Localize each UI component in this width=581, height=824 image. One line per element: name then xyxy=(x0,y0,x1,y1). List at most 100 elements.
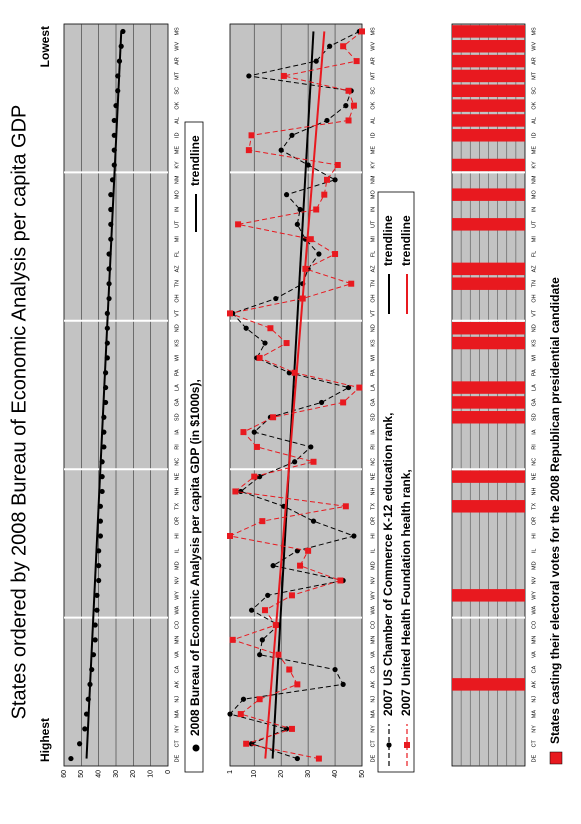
data-point xyxy=(313,206,320,213)
data-point xyxy=(340,43,347,50)
x-tick-label: AZ xyxy=(174,265,180,273)
data-point xyxy=(246,73,252,79)
x-tick-label: AK xyxy=(531,680,537,688)
data-point xyxy=(106,266,112,272)
data-point xyxy=(243,325,249,331)
data-point xyxy=(351,533,357,539)
data-point xyxy=(227,310,233,317)
data-point xyxy=(259,637,265,643)
bar xyxy=(452,336,525,350)
x-tick-label: VT xyxy=(370,309,376,317)
data-point xyxy=(259,518,266,525)
data-point xyxy=(89,666,95,673)
series-line xyxy=(228,31,363,760)
x-tick-label: FL xyxy=(174,251,180,257)
x-tick-label: KS xyxy=(174,339,180,347)
x-tick-label: RI xyxy=(370,444,376,450)
data-point xyxy=(111,132,117,138)
x-tick-label: AR xyxy=(370,57,376,65)
data-point xyxy=(106,251,112,257)
data-point xyxy=(318,399,325,406)
x-tick-label: UT xyxy=(174,220,180,228)
data-point xyxy=(99,488,105,495)
x-tick-label: MT xyxy=(174,71,180,80)
data-point xyxy=(227,711,233,717)
x-tick-label: MA xyxy=(174,710,180,719)
data-point xyxy=(235,221,242,228)
x-tick-label: LA xyxy=(174,384,180,391)
legend-label: 2007 US Chamber of Commerce K-12 educati… xyxy=(381,413,395,716)
data-point xyxy=(270,414,277,421)
x-tick-label: RI xyxy=(174,444,180,450)
x-tick-label: HI xyxy=(174,533,180,539)
y-tick-label: 1 xyxy=(227,770,234,774)
data-point xyxy=(275,651,282,658)
x-tick-label: ND xyxy=(370,324,376,332)
x-tick-label: NJ xyxy=(370,696,376,703)
data-point xyxy=(103,399,109,406)
data-point xyxy=(85,696,91,702)
x-tick-label: NY xyxy=(370,725,376,733)
x-tick-label: HI xyxy=(370,533,376,539)
y-tick-label: 0 xyxy=(165,770,172,774)
x-tick-label: WV xyxy=(174,42,180,51)
data-point xyxy=(104,340,110,346)
x-tick-label: CT xyxy=(174,739,180,747)
y-tick-label: 40 xyxy=(332,770,339,778)
bar xyxy=(452,129,525,142)
x-tick-label: SD xyxy=(174,413,180,421)
x-tick-label: LA xyxy=(531,384,537,391)
data-point xyxy=(116,58,123,64)
x-tick-label: MS xyxy=(531,27,537,36)
x-tick-label: ID xyxy=(370,133,376,139)
data-point xyxy=(345,117,352,124)
data-point xyxy=(115,73,121,79)
x-tick-label: NC xyxy=(531,458,537,466)
x-tick-label: VA xyxy=(174,651,180,658)
data-point xyxy=(248,607,255,613)
data-point xyxy=(251,429,257,435)
bar xyxy=(452,54,525,68)
data-point xyxy=(101,414,107,420)
x-tick-label: NY xyxy=(174,725,180,733)
x-tick-label: WI xyxy=(174,354,180,361)
x-tick-label: MT xyxy=(531,71,537,80)
data-point xyxy=(332,251,339,258)
data-point xyxy=(83,711,90,717)
legend-marker xyxy=(404,742,410,748)
x-tick-label: GA xyxy=(531,398,537,406)
x-tick-label: TN xyxy=(174,280,180,287)
x-tick-label: SC xyxy=(174,87,180,95)
legend-label: 2008 Bureau of Economic Analysis per cap… xyxy=(188,379,202,736)
x-tick-label: NH xyxy=(370,487,376,495)
data-point xyxy=(356,384,363,391)
data-point xyxy=(291,369,298,376)
bar xyxy=(452,277,525,290)
x-tick-label: WV xyxy=(370,42,376,51)
data-point xyxy=(262,340,268,346)
bar xyxy=(452,396,525,409)
x-tick-label: GA xyxy=(174,398,180,406)
x-tick-label: OK xyxy=(531,101,537,109)
data-point xyxy=(248,132,255,139)
x-tick-label: IA xyxy=(174,429,180,435)
x-tick-label: FL xyxy=(531,251,537,257)
data-point xyxy=(113,103,119,109)
bar xyxy=(452,321,525,335)
data-point xyxy=(345,384,352,391)
legend-label: trendline xyxy=(399,215,413,266)
x-tick-label: NH xyxy=(531,487,537,495)
x-tick-label: NE xyxy=(370,472,376,480)
data-point xyxy=(106,281,112,287)
x-tick-label: OH xyxy=(370,294,376,302)
data-point xyxy=(256,354,263,361)
x-tick-label: IN xyxy=(370,207,376,213)
x-tick-label: OH xyxy=(174,294,180,302)
bar xyxy=(452,158,525,172)
x-tick-label: WY xyxy=(174,591,180,600)
x-tick-label: NJ xyxy=(531,696,537,703)
data-point xyxy=(104,325,110,331)
x-tick-label: AL xyxy=(174,117,180,124)
data-point xyxy=(237,711,244,718)
data-point xyxy=(273,295,279,302)
